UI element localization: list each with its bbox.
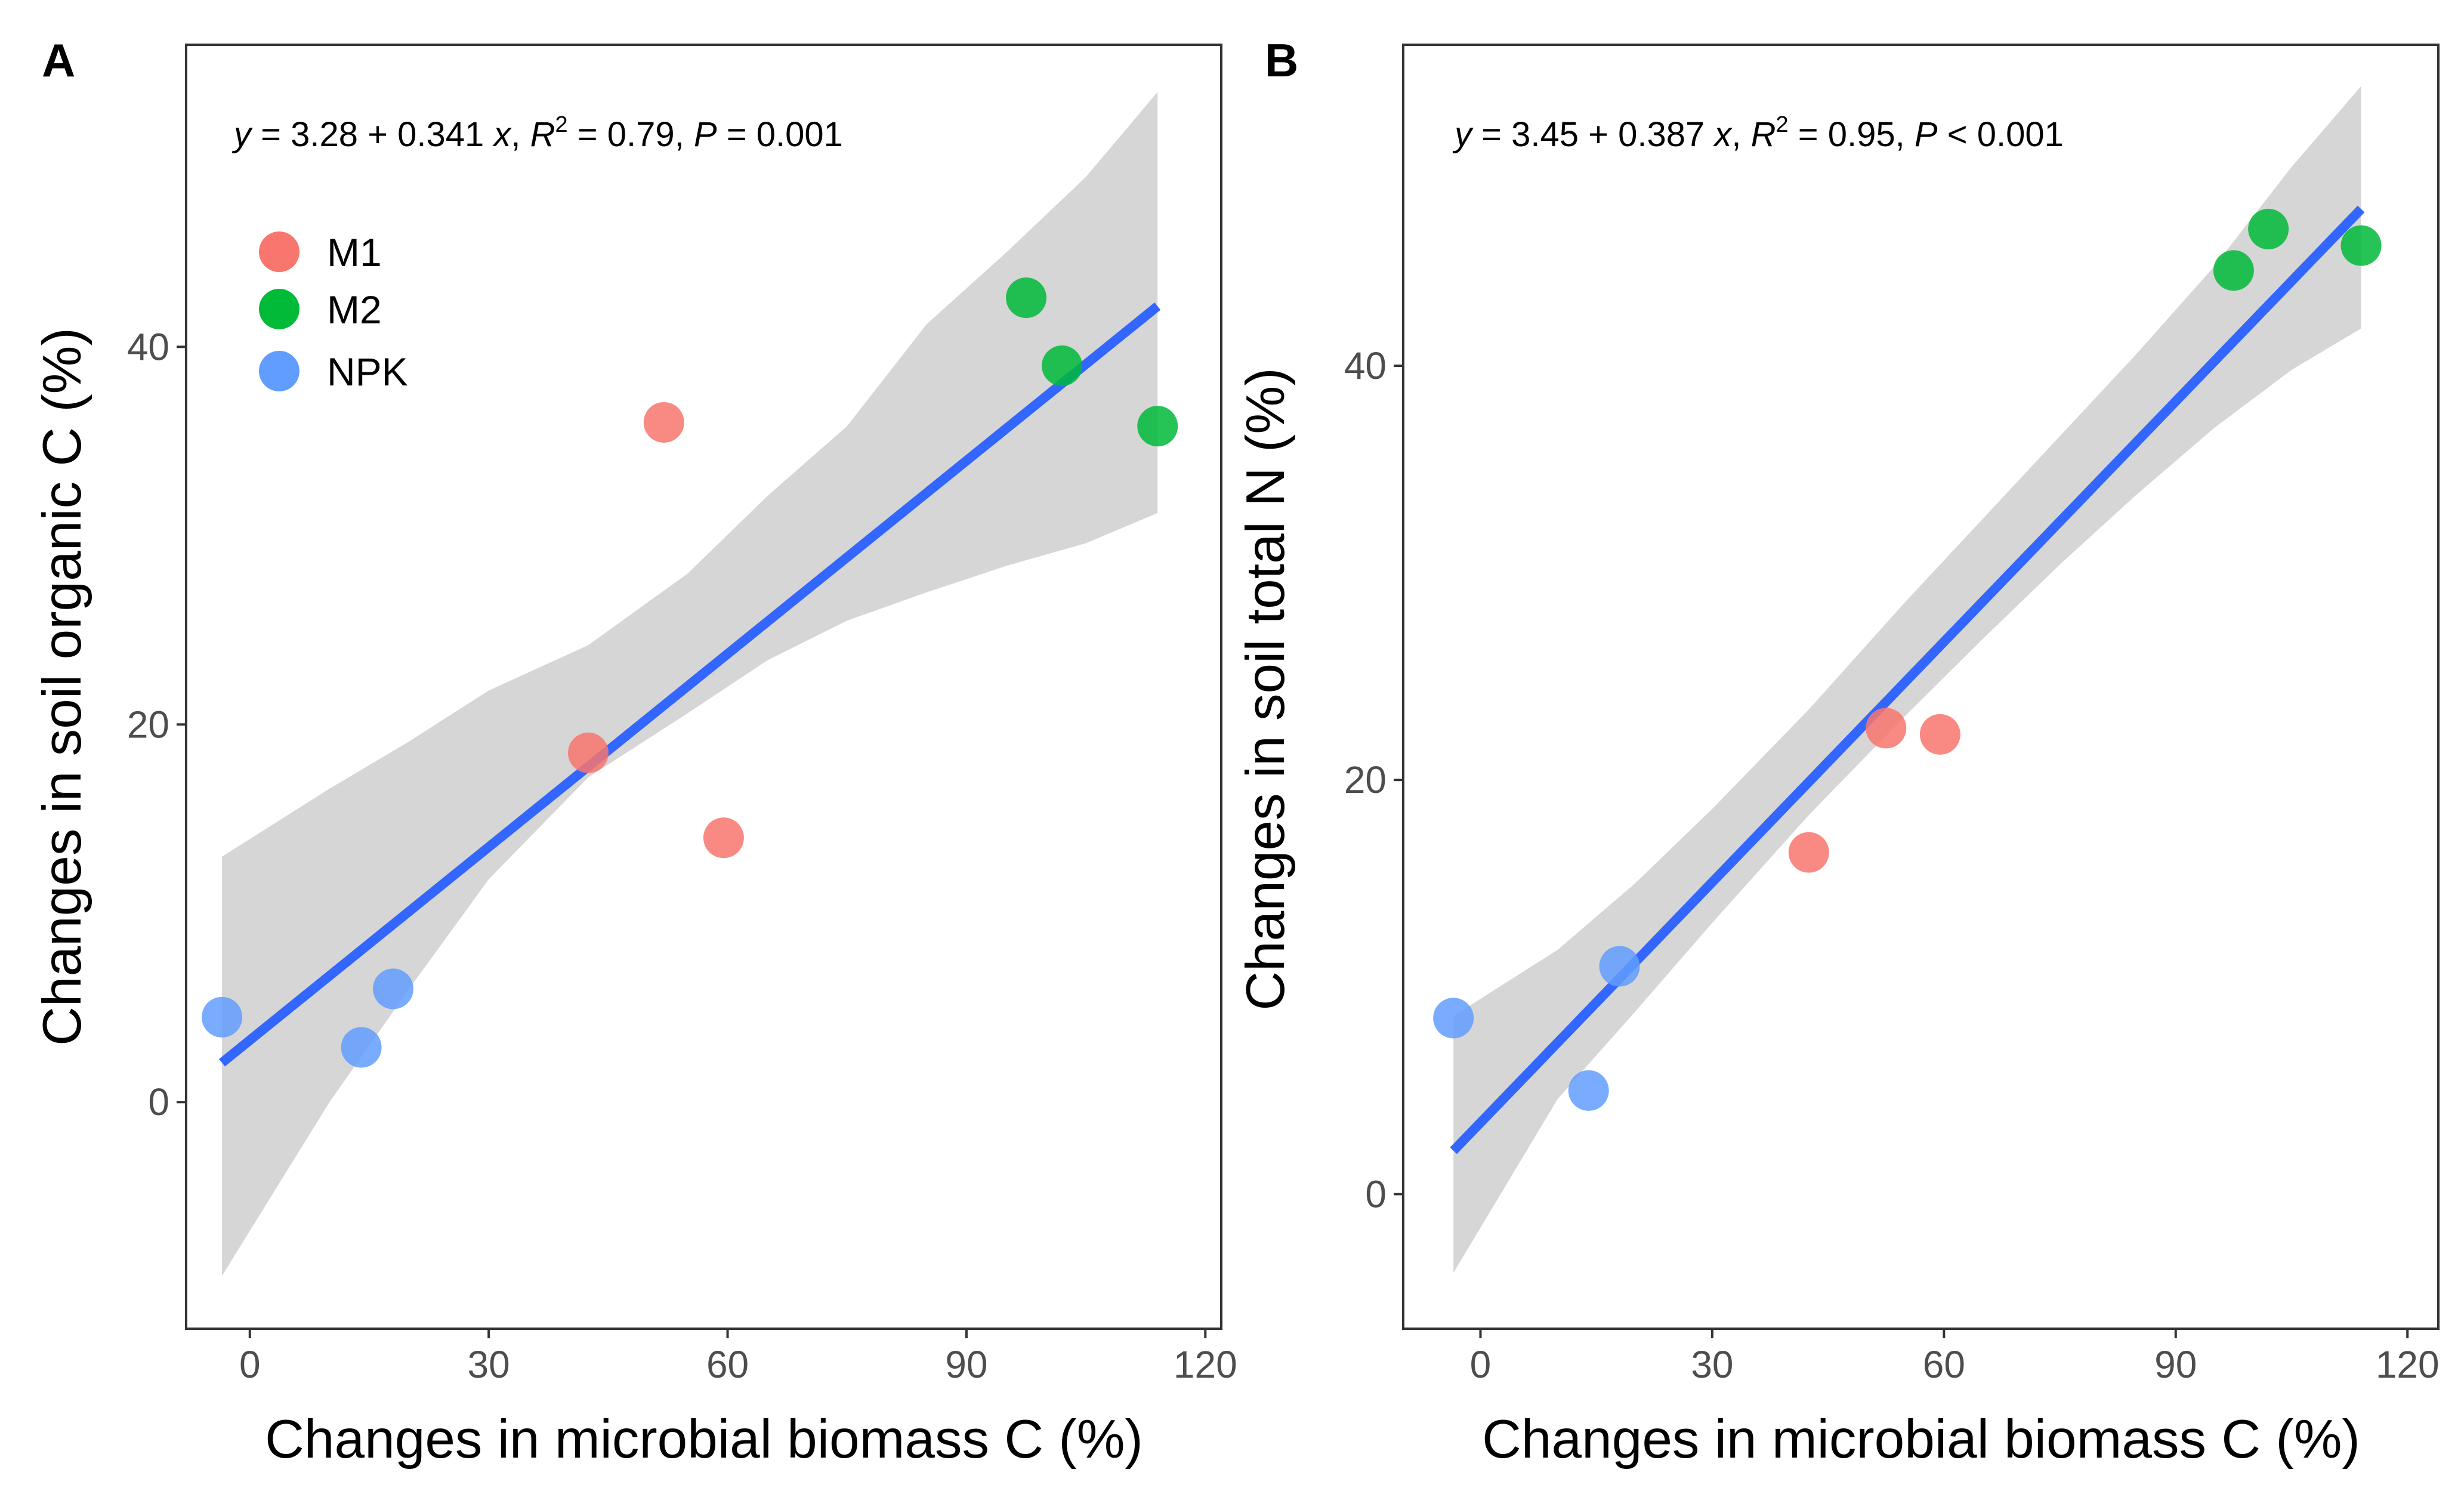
legend-m1-key <box>259 231 299 272</box>
panel-b-eq-y: y <box>1452 115 1474 154</box>
panel-b-point-npk-1 <box>1433 998 1474 1039</box>
panel-b-y-tick-label: 20 <box>1344 758 1387 801</box>
panel-b-point-m1-1 <box>1788 832 1829 873</box>
panel-a-eq-p-op: = <box>727 115 747 154</box>
panel-b-y-tick-label: 0 <box>1365 1172 1387 1215</box>
legend: M1 M2 NPK <box>259 230 408 394</box>
panel-b-eq-slope: 0.387 <box>1618 115 1705 154</box>
panel-b-letter: B <box>1265 34 1298 87</box>
panel-b-y-tick-label: 40 <box>1344 344 1387 387</box>
panel-a-point-m1-2 <box>643 402 684 443</box>
panel-b-regression-line <box>1450 205 2365 1154</box>
panel-b-eq-p-op: < <box>1947 115 1968 154</box>
panel-a-eq-intercept: 3.28 <box>291 115 358 154</box>
legend-m2-label: M2 <box>327 288 382 332</box>
legend-m2-key <box>259 289 299 329</box>
panel-a-eq-y: y <box>231 115 253 154</box>
panel-a-points-group <box>202 277 1178 1068</box>
panel-b-eq-p: 0.001 <box>1977 115 2064 154</box>
panel-a-eq-p-label: P <box>694 115 717 154</box>
legend-npk-key <box>259 351 299 391</box>
panel-a-y-tick-label: 20 <box>127 703 169 746</box>
panel-a-point-m1-1 <box>567 732 609 773</box>
legend-m1-label: M1 <box>327 230 382 274</box>
panel-b: B 0 30 60 90 120 0 20 40 y = 3.45 + 0.387 x, R… <box>1236 34 2440 1470</box>
panel-b-eq-r2: 0.95 <box>1828 115 1895 154</box>
panel-a-x-tick-label: 0 <box>239 1343 261 1386</box>
panel-b-point-npk-3 <box>1599 946 1640 987</box>
panel-a-x-tick-label: 30 <box>468 1343 510 1386</box>
panel-a-eq-r2: 0.79 <box>607 115 675 154</box>
panel-a-point-npk-3 <box>373 968 413 1010</box>
panel-b-eq-x: x <box>1712 115 1733 154</box>
panel-a-y-axis-label: Changes in soil organic C (%) <box>32 328 92 1046</box>
panel-b-x-tick-label: 120 <box>2376 1343 2440 1386</box>
panel-a-y-tick-label: 40 <box>127 325 169 368</box>
panel-a-letter: A <box>42 34 75 87</box>
panel-b-point-m1-3 <box>1919 714 1960 755</box>
panel-a-x-axis-label: Changes in microbial biomass C (%) <box>265 1409 1143 1470</box>
panel-b-x-tick-label: 30 <box>1691 1343 1733 1386</box>
panel-a-regression-line <box>219 302 1161 1067</box>
panel-a-equation: y = 3.28 + 0.341 x, R2 = 0.79, P = 0.001 <box>231 112 843 154</box>
panel-b-equation: y = 3.45 + 0.387 x, R2 = 0.95, P < 0.001 <box>1452 112 2064 154</box>
panel-a-x-axis: 0 30 60 90 120 <box>239 1329 1237 1386</box>
panel-b-x-tick-label: 90 <box>2154 1343 2197 1386</box>
panel-a-x-tick-label: 120 <box>1174 1343 1237 1386</box>
panel-b-point-m1-2 <box>1866 708 1907 749</box>
panel-b-eq-p-label: P <box>1915 115 1938 154</box>
panel-b-point-m2-1 <box>2213 250 2254 291</box>
panel-a-point-m2-1 <box>1006 277 1047 319</box>
panel-b-points-group <box>1433 208 2382 1111</box>
panel-b-y-axis: 0 20 40 <box>1344 344 1403 1215</box>
panel-b-x-axis-label: Changes in microbial biomass C (%) <box>1482 1409 2360 1470</box>
panel-b-eq-intercept: 3.45 <box>1511 115 1579 154</box>
panel-b-x-tick-label: 60 <box>1923 1343 1965 1386</box>
panel-b-point-npk-2 <box>1568 1070 1609 1111</box>
panel-b-x-tick-label: 0 <box>1470 1343 1492 1386</box>
panel-a-x-tick-label: 90 <box>945 1343 987 1386</box>
panel-a-eq-p: 0.001 <box>757 115 843 154</box>
panel-a-x-tick-label: 60 <box>706 1343 749 1386</box>
panel-b-point-m2-3 <box>2341 225 2382 266</box>
panel-b-y-axis-label: Changes in soil total N (%) <box>1236 368 1296 1010</box>
panel-a-eq-x: x <box>492 115 512 154</box>
panel-b-point-m2-2 <box>2248 208 2289 249</box>
panel-b-fit-group <box>1450 205 2365 1154</box>
panel-a-point-npk-1 <box>202 996 243 1038</box>
panel-a: A 0 30 60 90 120 0 20 40 y = 3.28 + 0.341 x, R… <box>32 34 1237 1470</box>
panel-a-fit-group <box>219 302 1161 1067</box>
panel-a-y-tick-label: 0 <box>148 1081 169 1123</box>
panel-b-x-axis: 0 30 60 90 120 <box>1470 1329 2440 1386</box>
legend-npk-label: NPK <box>327 350 408 394</box>
panel-a-point-m1-3 <box>703 817 744 859</box>
panel-a-eq-slope: 0.341 <box>397 115 484 154</box>
panel-a-y-axis: 0 20 40 <box>127 325 186 1123</box>
panel-a-point-m2-2 <box>1042 345 1083 386</box>
panel-a-point-m2-3 <box>1137 406 1178 447</box>
panel-a-point-npk-2 <box>341 1027 382 1068</box>
